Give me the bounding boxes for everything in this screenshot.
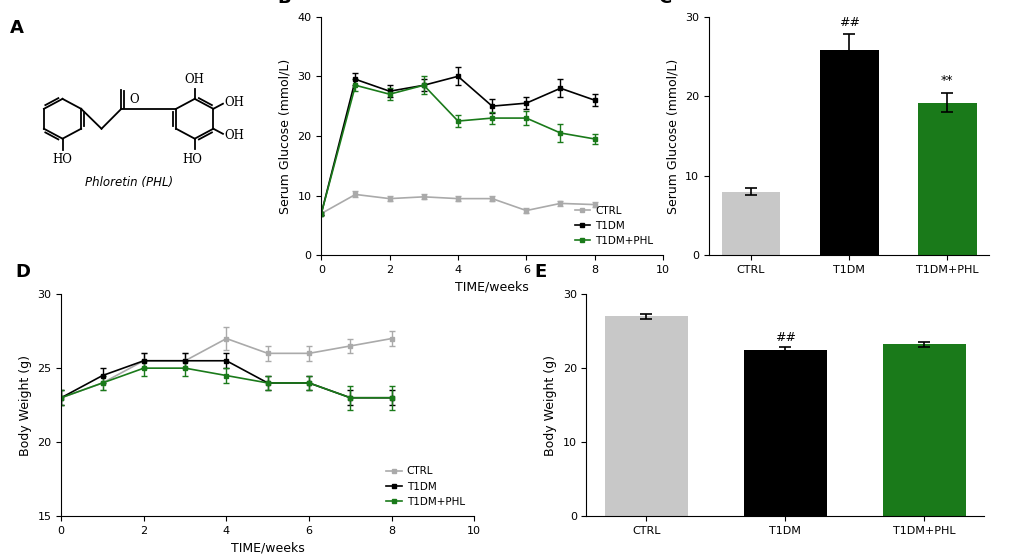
Text: B: B [276, 0, 290, 7]
X-axis label: TIME/weeks: TIME/weeks [454, 281, 529, 294]
Text: HO: HO [53, 153, 72, 166]
Y-axis label: Serum Glucose (mmol/L): Serum Glucose (mmol/L) [278, 58, 291, 214]
Text: E: E [534, 263, 546, 281]
Bar [881, 345, 965, 516]
Text: ##: ## [838, 16, 859, 28]
Bar [721, 191, 780, 255]
Bar [743, 350, 826, 516]
Text: C: C [658, 0, 671, 7]
Text: **: ** [941, 74, 953, 88]
Legend: CTRL, T1DM, T1DM+PHL: CTRL, T1DM, T1DM+PHL [381, 462, 469, 511]
Bar [819, 50, 877, 255]
Text: Phloretin (PHL): Phloretin (PHL) [85, 176, 172, 189]
Legend: CTRL, T1DM, T1DM+PHL: CTRL, T1DM, T1DM+PHL [570, 201, 657, 250]
Text: O: O [129, 93, 139, 106]
Bar [917, 103, 976, 255]
Bar [604, 316, 688, 516]
Text: OH: OH [184, 73, 205, 86]
Text: OH: OH [224, 96, 244, 109]
Text: ##: ## [774, 331, 795, 344]
Y-axis label: Serum Glucose (mmol/L): Serum Glucose (mmol/L) [665, 58, 679, 214]
Text: D: D [15, 263, 31, 281]
Text: HO: HO [181, 153, 202, 166]
X-axis label: TIME/weeks: TIME/weeks [230, 542, 305, 554]
Y-axis label: Body Weight (g): Body Weight (g) [18, 355, 32, 456]
Y-axis label: Body Weight (g): Body Weight (g) [543, 355, 556, 456]
Text: OH: OH [224, 129, 244, 142]
Text: A: A [10, 19, 24, 37]
